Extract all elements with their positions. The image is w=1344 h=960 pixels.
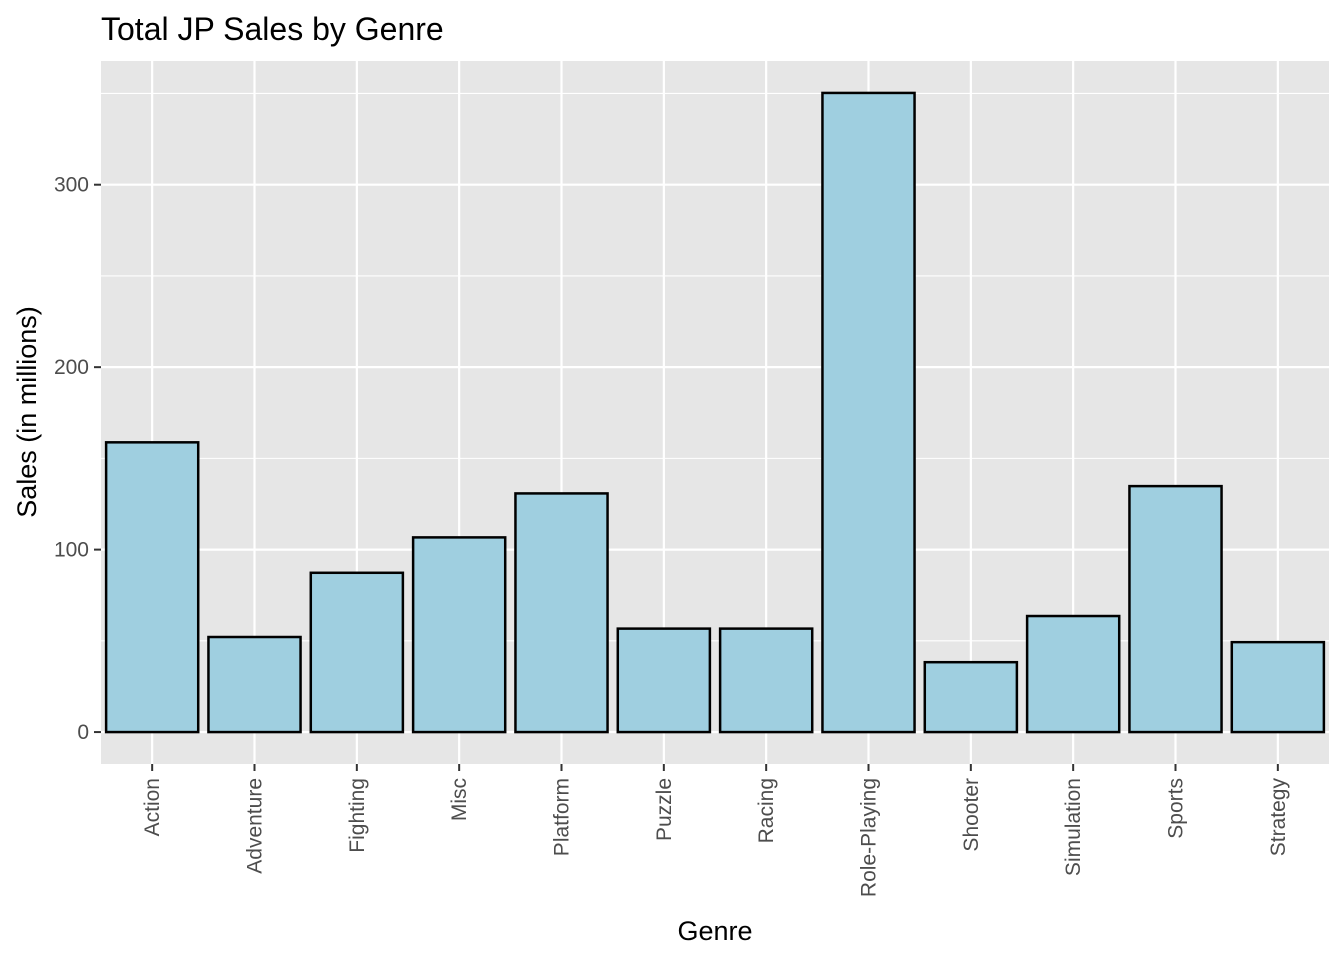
bar-shooter bbox=[923, 660, 1019, 734]
y-axis: 0 100 200 300 bbox=[54, 174, 101, 744]
bars bbox=[104, 91, 1326, 734]
x-tick-label: Sports bbox=[1165, 778, 1188, 839]
bar-sports bbox=[1128, 484, 1223, 734]
plot-panel bbox=[101, 61, 1329, 764]
y-tick-label: 0 bbox=[77, 721, 89, 744]
chart-title: Total JP Sales by Genre bbox=[101, 11, 444, 47]
x-axis-title: Genre bbox=[677, 916, 752, 946]
y-tick-label: 300 bbox=[54, 174, 89, 197]
x-tick-label: Platform bbox=[551, 778, 574, 856]
x-tick-label: Adventure bbox=[244, 778, 267, 874]
x-tick-label: Misc bbox=[448, 778, 471, 821]
x-tick-label: Role-Playing bbox=[858, 778, 881, 897]
bar-adventure bbox=[207, 635, 302, 734]
bar-simulation bbox=[1025, 614, 1121, 734]
x-tick-label: Racing bbox=[755, 778, 778, 843]
grid-minor bbox=[101, 92, 1329, 642]
y-tick-label: 100 bbox=[54, 539, 89, 562]
bar-racing bbox=[718, 627, 814, 734]
x-tick-label: Fighting bbox=[346, 778, 369, 853]
x-tick-label: Puzzle bbox=[653, 778, 676, 841]
x-tick-label: Simulation bbox=[1062, 778, 1085, 876]
x-tick-label: Strategy bbox=[1267, 778, 1290, 857]
x-tick-label: Shooter bbox=[960, 778, 983, 852]
bar-action bbox=[104, 441, 200, 734]
bar-role-playing bbox=[821, 91, 916, 734]
x-tick-label: Action bbox=[141, 778, 164, 836]
y-tick-label: 200 bbox=[54, 356, 89, 379]
x-axis: Action Adventure Fighting Misc Platform Puzzl… bbox=[141, 764, 1290, 897]
bar-misc bbox=[411, 536, 507, 734]
bar-fighting bbox=[309, 571, 405, 734]
bar-strategy bbox=[1230, 640, 1326, 734]
bar-puzzle bbox=[616, 627, 712, 734]
bar-platform bbox=[514, 492, 609, 734]
y-axis-title: Sales (in millions) bbox=[12, 306, 42, 518]
